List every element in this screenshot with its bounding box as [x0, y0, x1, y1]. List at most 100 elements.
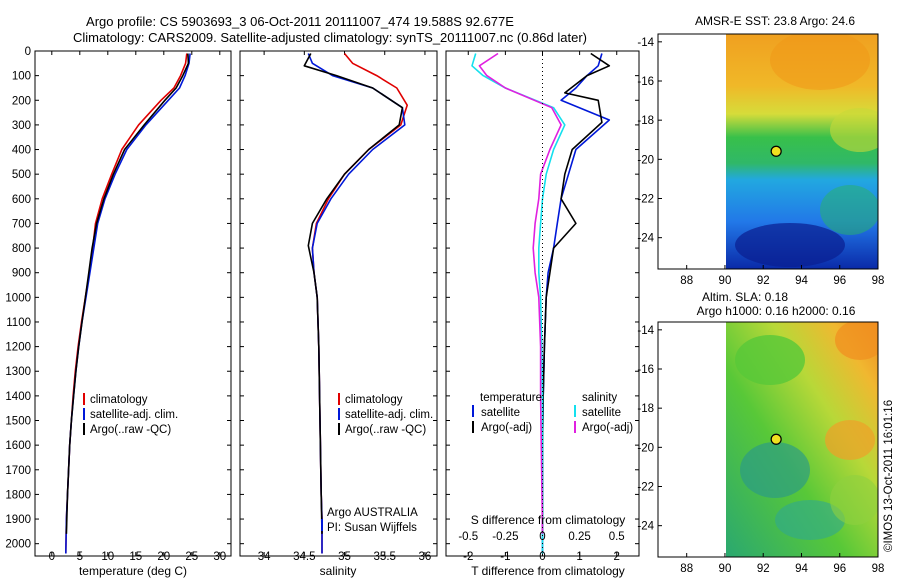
map-x-tick-label: 96 [833, 563, 846, 575]
sla-map-subtitle: Argo h1000: 0.16 h2000: 0.16 [697, 304, 856, 318]
depth-tick-label: 1500 [5, 416, 31, 428]
depth-tick-label: 200 [12, 95, 31, 107]
sst-map-frame [657, 33, 879, 270]
salinity-x-tick-label: 34.5 [293, 551, 315, 563]
sla-yellowgreen-patch [830, 475, 878, 525]
legend-label-t-satellite: satellite [481, 407, 520, 419]
depth-tick-label: 600 [12, 194, 31, 206]
difference-series-argo-adj [478, 52, 562, 534]
sst-warm-patch [770, 34, 870, 90]
temperature-x-tick-label: 10 [101, 551, 114, 563]
salinity-x-tick-label: 34 [258, 551, 271, 563]
map-y-tick-label: -24 [637, 233, 654, 245]
map-y-tick-label: -18 [637, 115, 654, 127]
map-y-tick-label: -16 [637, 364, 654, 376]
legend-title-salinity: salinity [582, 392, 617, 404]
depth-tick-label: 400 [12, 145, 31, 157]
salinity-series-argo-raw-qc [303, 53, 404, 534]
sst-green-patch [820, 185, 878, 235]
salinity-series-satellite-adj-clim [307, 53, 406, 554]
sst-yellow-patch [830, 108, 878, 152]
t-diff-tick-label: -1 [500, 551, 510, 563]
map-x-tick-label: 98 [872, 563, 885, 575]
difference-series-satellite [541, 53, 611, 554]
temperature-x-tick-label: 20 [157, 551, 170, 563]
temperature-x-label: temperature (deg C) [79, 564, 187, 578]
sst-heatmap [726, 34, 878, 269]
imos-timestamp: ©IMOS 13-Oct-2011 16:01:16 [883, 400, 895, 552]
sla-land-mask [658, 322, 726, 557]
temperature-x-tick-label: 25 [185, 551, 198, 563]
difference-series-argo-adj [541, 52, 611, 534]
map-y-tick-label: -14 [637, 37, 654, 49]
s-diff-tick-label: -0.25 [492, 531, 518, 543]
depth-tick-label: 700 [12, 218, 31, 230]
s-diff-tick-label: -0.5 [458, 531, 478, 543]
legend-label-s-satellite: satellite [582, 407, 621, 419]
legend-label-argo: Argo(..raw -QC) [345, 424, 426, 436]
salinity-x-label: salinity [320, 564, 357, 578]
difference-series-satellite [471, 53, 566, 554]
map-x-tick-label: 90 [719, 563, 732, 575]
t-diff-tick-label: -2 [463, 551, 473, 563]
t-diff-tick-label: 1 [576, 551, 582, 563]
sst-map-title: AMSR-E SST: 23.8 Argo: 24.6 [695, 14, 855, 28]
s-diff-tick-label: 0.5 [609, 531, 625, 543]
sst-land-mask [658, 34, 726, 269]
s-diff-tick-label: 0 [539, 531, 545, 543]
temperature-legend: climatology satellite-adj. clim. Argo(..… [83, 393, 178, 436]
depth-tick-label: 1700 [5, 465, 31, 477]
t-difference-label: T difference from climatology [471, 564, 625, 578]
map-x-tick-label: 92 [757, 563, 770, 575]
sst-cold-patch [735, 223, 845, 267]
map-x-tick-label: 88 [680, 275, 693, 287]
depth-tick-label: 1600 [5, 440, 31, 452]
difference-legend: temperature satellite Argo(-adj) salinit… [472, 392, 633, 434]
sla-teal-patch [740, 442, 810, 498]
temperature-x-tick-label: 15 [129, 551, 142, 563]
depth-tick-label: 1000 [5, 292, 31, 304]
salinity-x-tick-label: 35 [338, 551, 351, 563]
temperature-plot: 0100200300400500600700800900100011001200… [5, 46, 231, 563]
depth-tick-label: 1100 [6, 317, 31, 329]
legend-title-temperature: temperature [480, 392, 542, 404]
salinity-series-climatology [311, 52, 409, 554]
depth-tick-label: 500 [12, 169, 31, 181]
temperature-x-tick-label: 0 [49, 551, 55, 563]
legend-label-climatology: climatology [90, 394, 148, 406]
temperature-series-argo-raw-qc [65, 53, 190, 534]
depth-tick-label: 800 [12, 243, 31, 255]
t-diff-tick-label: 0 [539, 551, 545, 563]
depth-tick-label: 1800 [5, 489, 31, 501]
map-y-tick-label: -20 [637, 154, 654, 166]
sla-green-patch [735, 335, 805, 385]
salinity-legend: climatology satellite-adj. clim. Argo(..… [321, 393, 433, 534]
map-y-tick-label: -22 [637, 482, 654, 494]
map-y-tick-label: -14 [637, 325, 654, 337]
sst-map-axes: 88 90 92 94 96 98 -14 -16 -18 -20 -22 -24 [637, 37, 884, 287]
map-y-tick-label: -20 [637, 442, 654, 454]
temperature-panel [34, 50, 232, 557]
salinity-plot: 34 34.5 35 35.5 36 [240, 50, 437, 563]
salinity-x-tick-label: 35.5 [374, 551, 396, 563]
legend-label-t-argo: Argo(-adj) [481, 422, 532, 434]
map-y-tick-label: -18 [637, 403, 654, 415]
sla-heatmap [726, 322, 878, 557]
salinity-panel [239, 50, 438, 557]
map-y-tick-label: -24 [637, 521, 654, 533]
map-x-tick-label: 90 [719, 275, 732, 287]
legend-label-s-argo: Argo(-adj) [582, 422, 633, 434]
s-difference-label: S difference from climatology [471, 513, 626, 527]
sla-orange-patch [825, 420, 875, 460]
temperature-x-tick-label: 30 [213, 551, 226, 563]
depth-tick-label: 1400 [5, 391, 31, 403]
map-x-tick-label: 96 [833, 275, 846, 287]
depth-tick-label: 1200 [5, 342, 31, 354]
t-diff-tick-label: 2 [614, 551, 620, 563]
argo-float-marker [770, 145, 782, 157]
sla-high-patch [835, 322, 878, 360]
legend-label-climatology: climatology [345, 394, 403, 406]
map-x-tick-label: 94 [795, 275, 808, 287]
sla-map-frame [657, 321, 879, 558]
